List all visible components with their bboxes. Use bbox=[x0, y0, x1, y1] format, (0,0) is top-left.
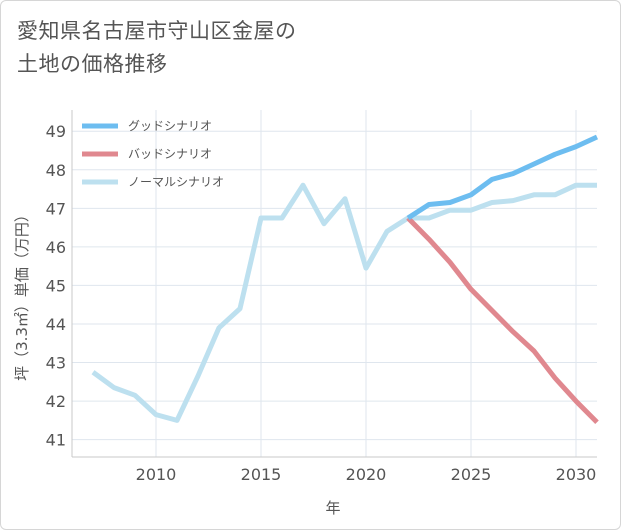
series-line-1 bbox=[406, 216, 599, 425]
y-tick-label: 47 bbox=[46, 199, 66, 218]
tick-labels: 41 42 43 44 45 46 47 48 49 2010 2015 2020 2025 2030 bbox=[46, 122, 597, 484]
y-axis-label: 坪（3.3㎡）単価（万円） bbox=[13, 207, 31, 381]
series-lines bbox=[91, 134, 599, 425]
x-tick-label: 2015 bbox=[241, 465, 282, 484]
y-tick-label: 41 bbox=[46, 431, 66, 450]
y-tick-label: 49 bbox=[46, 122, 66, 141]
legend-label-2: ノーマルシナリオ bbox=[128, 175, 224, 189]
chart-title-line-2: 土地の価格推移 bbox=[17, 52, 168, 76]
series-line-2 bbox=[91, 182, 597, 423]
y-tick-label: 44 bbox=[46, 315, 66, 334]
legend-label-1: バッドシナリオ bbox=[128, 147, 212, 161]
y-tick-label: 48 bbox=[46, 161, 66, 180]
x-axis-label: 年 bbox=[325, 499, 340, 517]
y-tick-label: 43 bbox=[46, 354, 66, 373]
chart-title-line-1: 愛知県名古屋市守山区金屋の bbox=[17, 19, 297, 43]
x-tick-label: 2020 bbox=[346, 465, 387, 484]
x-tick-label: 2025 bbox=[451, 465, 492, 484]
y-tick-label: 46 bbox=[46, 238, 66, 257]
x-tick-label: 2030 bbox=[556, 465, 597, 484]
legend-label-0: グッドシナリオ bbox=[128, 119, 212, 133]
grid-lines bbox=[72, 110, 597, 457]
y-tick-label: 42 bbox=[46, 392, 66, 411]
y-tick-label: 45 bbox=[46, 276, 66, 295]
series-line-0 bbox=[406, 134, 599, 221]
axes bbox=[71, 110, 597, 458]
x-tick-label: 2010 bbox=[136, 465, 177, 484]
chart-title: 愛知県名古屋市守山区金屋の 土地の価格推移 bbox=[17, 15, 437, 81]
